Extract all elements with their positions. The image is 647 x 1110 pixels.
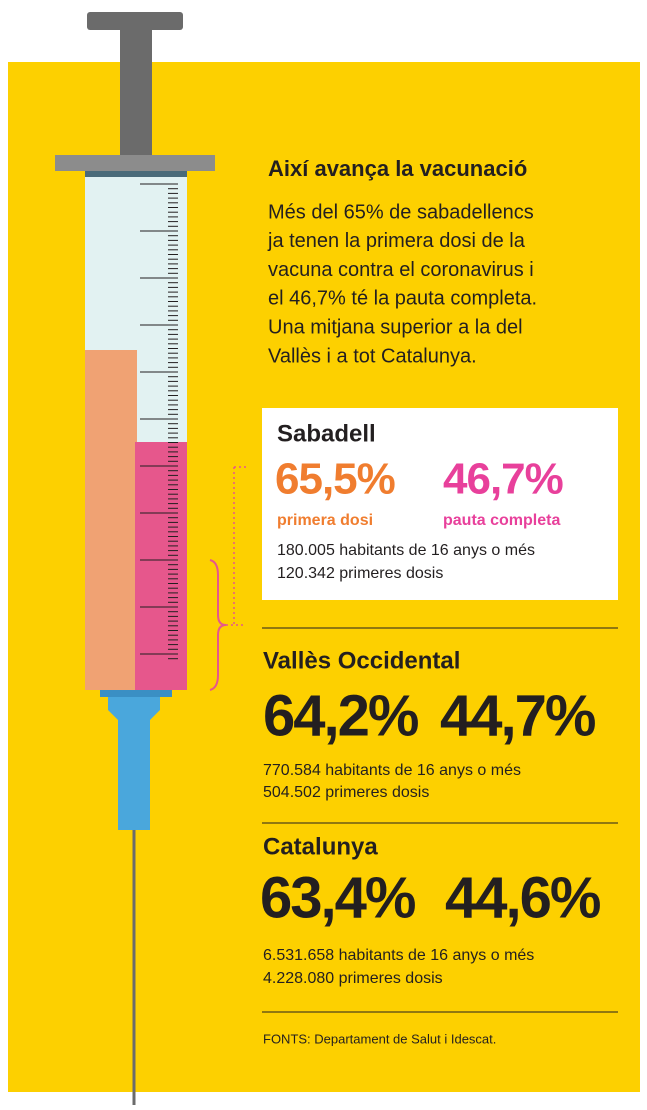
page: Així avança la vacunació Més del 65% de … (0, 0, 647, 1105)
title: Així avança la vacunació (268, 156, 527, 181)
doses: 120.342 primeres dosis (277, 565, 443, 582)
region-name: Sabadell (277, 420, 376, 447)
first-dose: 64,2% (263, 683, 419, 748)
doses: 4.228.080 primeres dosis (263, 970, 443, 987)
first-dose: 65,5% (275, 455, 395, 504)
body-line: Una mitjana superior a la del (268, 316, 523, 338)
full-dose-label: pauta completa (443, 512, 560, 529)
first-dose: 63,4% (260, 865, 416, 930)
body-line: vacuna contra el coronavirus i (268, 259, 534, 281)
full-dose: 44,7% (440, 683, 596, 748)
infographic: Així avança la vacunació Més del 65% de … (0, 0, 647, 1105)
region-name: Catalunya (263, 833, 378, 860)
source: FONTS: Departament de Salut i Idescat. (263, 1031, 496, 1046)
body-line: Vallès i a tot Catalunya. (268, 345, 477, 367)
body-line: Més del 65% de sabadellencs (268, 201, 534, 223)
full-dose: 46,7% (443, 455, 563, 504)
population: 770.584 habitants de 16 anys o més (263, 762, 521, 779)
full-dose: 44,6% (445, 865, 601, 930)
population: 180.005 habitants de 16 anys o més (277, 542, 535, 559)
first-dose-label: primera dosi (277, 512, 373, 529)
region-name: Vallès Occidental (263, 647, 460, 674)
doses: 504.502 primeres dosis (263, 784, 429, 801)
body-line: ja tenen la primera dosi de la (267, 230, 526, 252)
population: 6.531.658 habitants de 16 anys o més (263, 947, 534, 964)
body-line: el 46,7% té la pauta completa. (268, 288, 537, 310)
